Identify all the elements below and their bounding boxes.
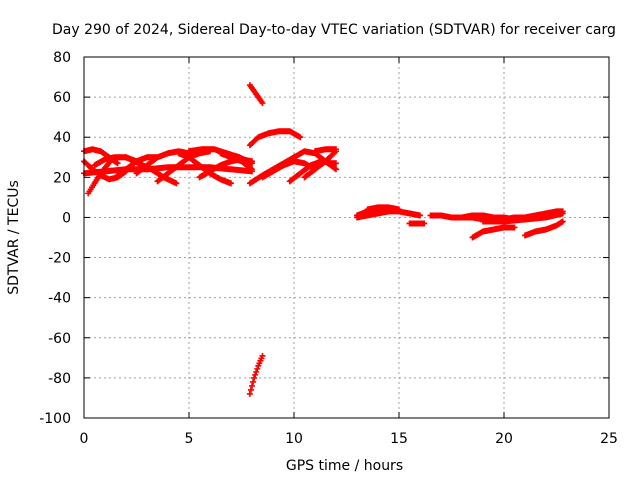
y-axis-label: SDTVAR / TECUs — [6, 180, 22, 295]
data-point — [331, 165, 338, 172]
data-track — [522, 218, 566, 239]
data-point — [259, 352, 266, 359]
data-point — [252, 371, 259, 378]
data-track — [406, 220, 428, 227]
data-track — [246, 128, 304, 149]
data-track — [301, 148, 339, 181]
y-tick-label: 80 — [53, 50, 71, 66]
data-point — [333, 146, 339, 153]
y-tick-label: 40 — [53, 130, 71, 146]
y-tick-label: -100 — [39, 411, 71, 427]
data-point — [249, 168, 255, 175]
data-point — [297, 134, 304, 141]
data-track — [312, 146, 339, 155]
data-points — [81, 82, 566, 397]
y-tick-label: 60 — [53, 90, 71, 106]
data-point — [511, 224, 518, 231]
x-tick-label: 5 — [185, 431, 194, 447]
data-point — [259, 100, 266, 107]
data-point — [251, 374, 258, 381]
data-point — [173, 180, 180, 187]
x-tick-label: 25 — [600, 431, 618, 447]
data-track — [246, 82, 266, 107]
data-point — [228, 180, 234, 187]
data-track — [364, 204, 402, 213]
y-tick-label: 0 — [62, 210, 71, 226]
data-track — [469, 224, 518, 241]
y-tick-label: -80 — [48, 371, 71, 387]
y-tick-label: -20 — [48, 251, 71, 267]
data-track — [246, 352, 266, 397]
data-point — [559, 208, 566, 215]
y-tick-label: -60 — [48, 331, 71, 347]
data-point — [333, 160, 339, 167]
x-tick-label: 10 — [285, 431, 303, 447]
data-point — [421, 220, 428, 227]
data-point — [249, 158, 255, 165]
data-point — [250, 378, 257, 385]
chart-title: Day 290 of 2024, Sidereal Day-to-day VTE… — [52, 22, 616, 38]
plot-frame — [83, 56, 610, 419]
data-point — [247, 386, 254, 393]
data-point — [254, 365, 261, 372]
axis-ticks: 0 5 10 15 20 25 -100 -80 -60 -40 -20 0 20 40 60 80 — [39, 50, 618, 447]
data-track — [81, 164, 255, 177]
data-point — [396, 206, 402, 213]
x-tick-label: 20 — [495, 431, 513, 447]
data-track — [501, 208, 566, 223]
x-tick-label: 15 — [390, 431, 408, 447]
data-point — [246, 390, 253, 397]
data-point — [253, 368, 260, 375]
x-axis-label: GPS time / hours — [286, 458, 403, 474]
data-point — [559, 218, 566, 225]
data-point — [249, 382, 255, 389]
y-tick-label: -40 — [48, 291, 71, 307]
data-point — [114, 160, 121, 167]
x-tick-label: 0 — [80, 431, 89, 447]
grid-lines — [84, 57, 609, 418]
data-point — [333, 166, 339, 173]
data-point — [417, 212, 423, 219]
y-tick-label: 20 — [53, 170, 71, 186]
